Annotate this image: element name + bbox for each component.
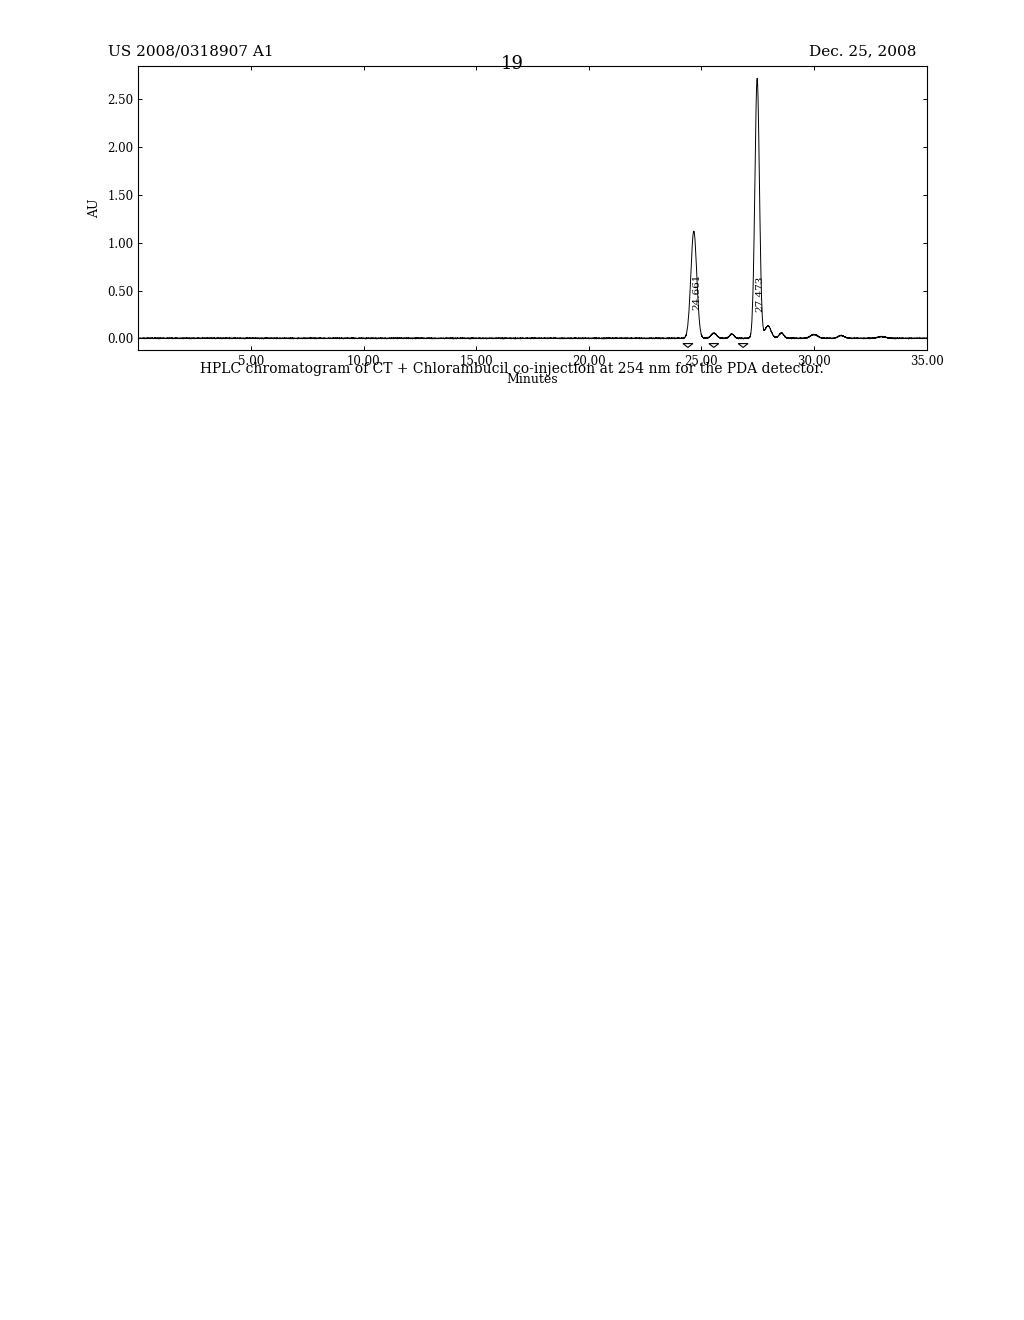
Text: 27.473: 27.473 — [755, 275, 764, 312]
Y-axis label: AU: AU — [88, 198, 101, 218]
Text: HPLC chromatogram of CT + Chlorambucil co-injection at 254 nm for the PDA detect: HPLC chromatogram of CT + Chlorambucil c… — [200, 362, 824, 376]
X-axis label: Minutes: Minutes — [507, 374, 558, 387]
Text: Dec. 25, 2008: Dec. 25, 2008 — [809, 45, 916, 58]
Text: 24.661: 24.661 — [692, 273, 701, 310]
Text: US 2008/0318907 A1: US 2008/0318907 A1 — [108, 45, 273, 58]
Text: 19: 19 — [501, 54, 523, 73]
